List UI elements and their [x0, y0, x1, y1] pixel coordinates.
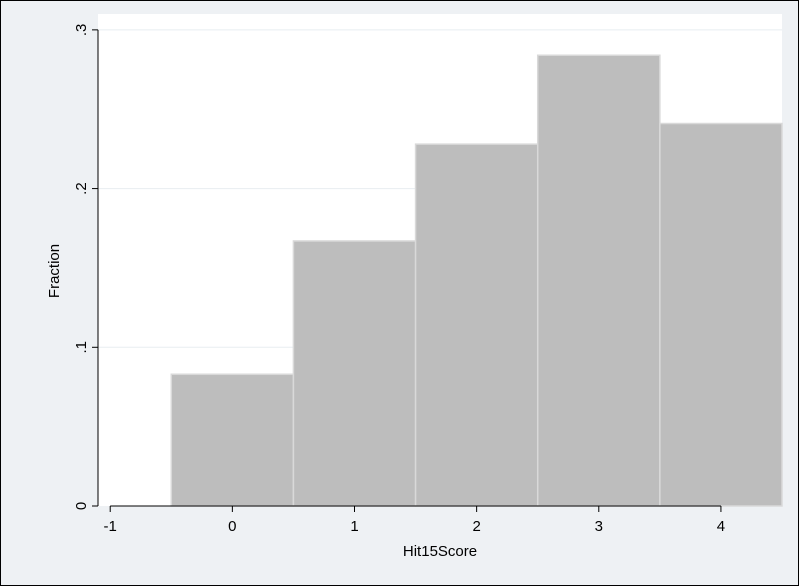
y-axis-ticks: 0 .1 .2 .3: [73, 24, 98, 510]
histogram-bar: [292, 240, 417, 507]
x-tick-label: 3: [595, 518, 603, 535]
x-axis-title: Hit15Score: [403, 543, 477, 560]
histogram-bar: [414, 143, 539, 507]
x-tick-label: 1: [350, 518, 358, 535]
histogram-bar: [536, 54, 661, 507]
x-tick-label: -1: [104, 518, 117, 535]
x-tick-label: 2: [472, 518, 480, 535]
y-tick-label: 0: [73, 502, 90, 510]
x-tick-label: 4: [717, 518, 725, 535]
y-axis-title: Fraction: [46, 244, 63, 298]
histogram-bar: [170, 373, 295, 507]
y-tick-label: .1: [73, 341, 90, 354]
histogram-bar: [659, 122, 783, 507]
x-tick-label: 0: [228, 518, 236, 535]
y-tick-label: .3: [73, 24, 90, 37]
y-tick-label: .2: [73, 182, 90, 195]
axes: [97, 29, 721, 507]
x-axis-ticks: -1 0 1 2 3 4: [104, 506, 725, 535]
bars: [170, 54, 783, 507]
